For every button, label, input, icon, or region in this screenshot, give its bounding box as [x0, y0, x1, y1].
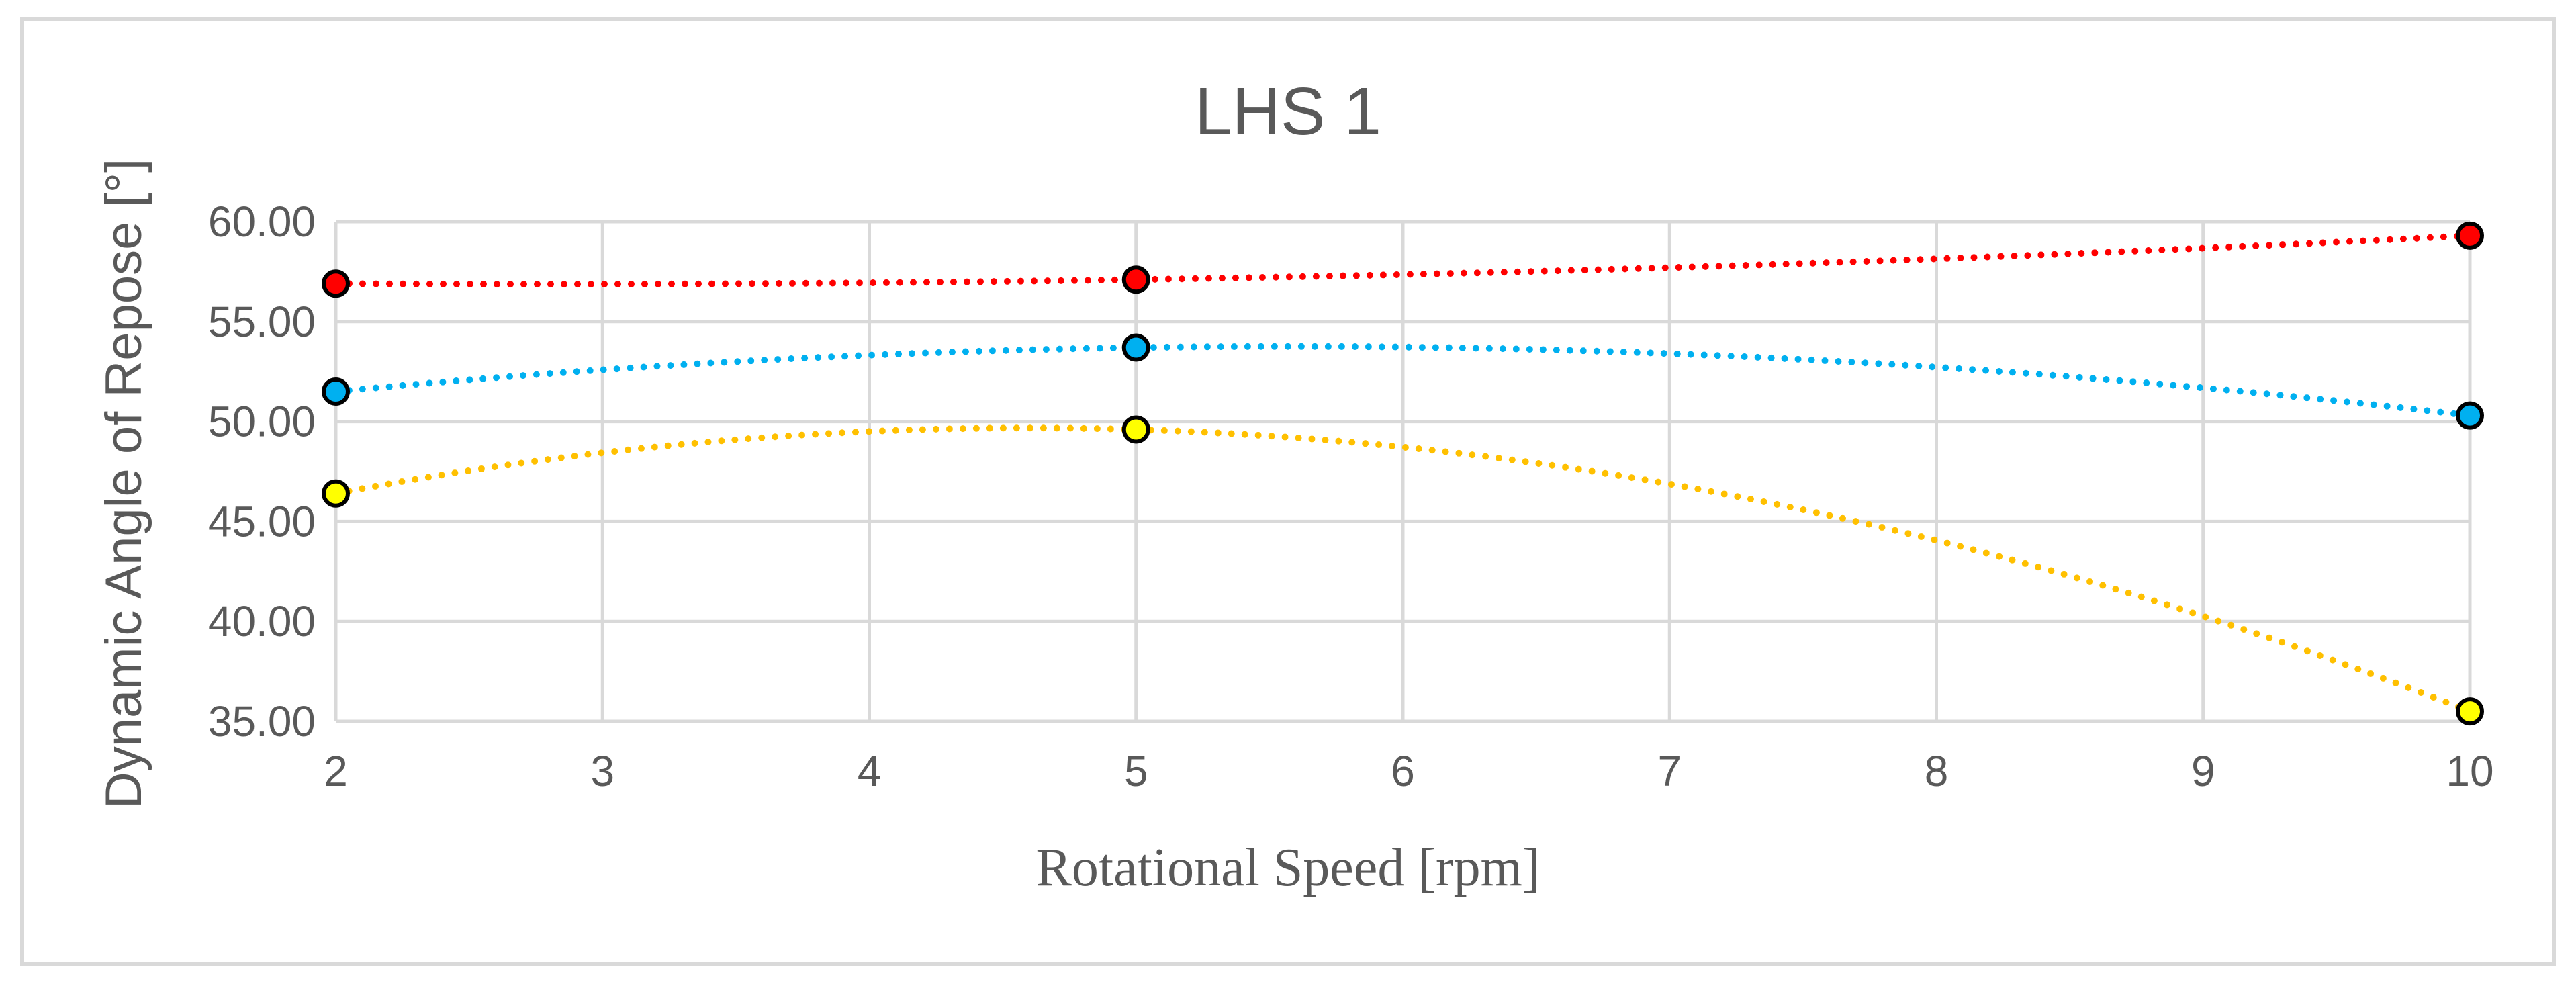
y-tick-label: 40.00 [208, 597, 316, 645]
trendline-series-3 [332, 424, 2473, 715]
data-point-series-1 [322, 269, 350, 298]
x-tick-label: 8 [1925, 747, 1949, 795]
x-tick-label: 3 [590, 747, 614, 795]
data-point-series-3 [1121, 415, 1150, 444]
data-points [322, 221, 2484, 726]
y-tick-label: 60.00 [208, 197, 316, 246]
x-tick-label: 6 [1391, 747, 1415, 795]
y-tick-label: 50.00 [208, 398, 316, 446]
x-axis-title: Rotational Speed [rpm] [1036, 838, 1540, 897]
data-point-series-3 [322, 479, 350, 508]
x-tick-label: 10 [2446, 747, 2493, 795]
x-tick-label: 4 [858, 747, 882, 795]
data-point-series-3 [2456, 697, 2484, 726]
x-tick-label: 9 [2191, 747, 2215, 795]
chart-title: LHS 1 [1195, 74, 1381, 149]
chart-frame [20, 17, 2556, 966]
x-tick-label: 7 [1657, 747, 1682, 795]
y-tick-label: 45.00 [208, 497, 316, 545]
data-point-series-1 [1121, 265, 1150, 294]
grid [334, 220, 2472, 723]
data-point-series-2 [322, 377, 350, 406]
data-point-series-2 [2456, 401, 2484, 430]
x-tick-label: 5 [1124, 747, 1148, 795]
y-tick-label: 35.00 [208, 697, 316, 746]
y-axis-title: Dynamic Angle of Repose [°] [95, 159, 152, 809]
data-point-series-1 [2456, 221, 2484, 250]
tick-labels: 35.00 40.00 45.00 50.00 55.00 60.00 2 3 4 5 6 7 8 9 10 [208, 197, 2494, 795]
y-tick-label: 55.00 [208, 298, 316, 346]
data-point-series-2 [1121, 333, 1150, 362]
x-tick-label: 2 [324, 747, 348, 795]
trendlines [332, 232, 2473, 715]
